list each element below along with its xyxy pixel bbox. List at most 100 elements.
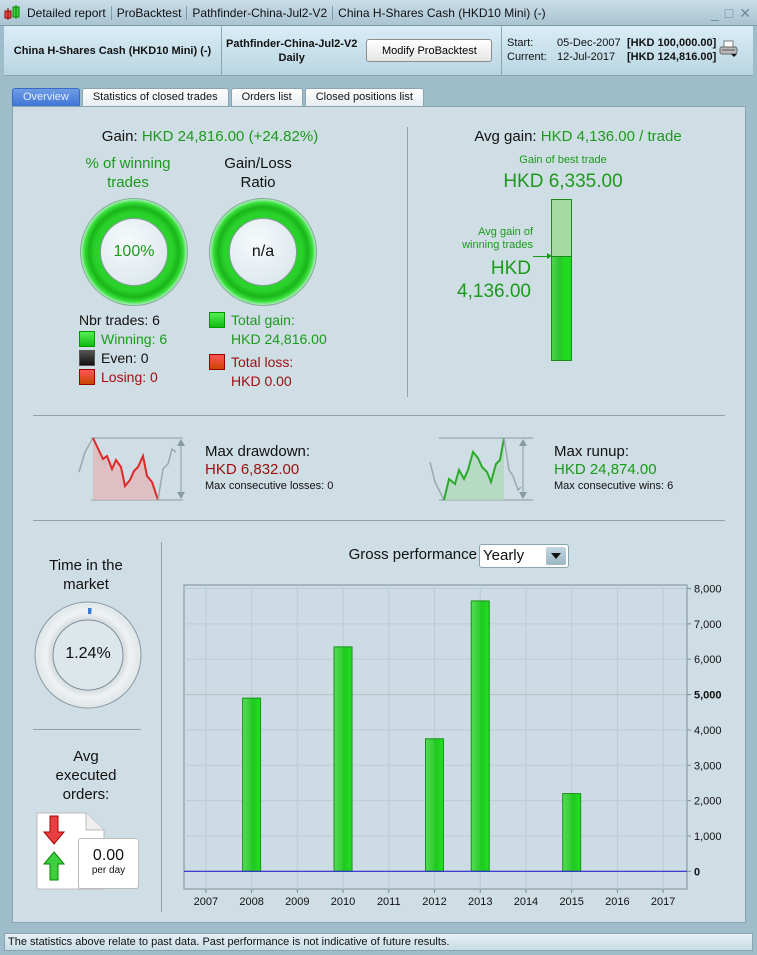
- avg-pointer-arrow-icon: [533, 253, 552, 259]
- disclaimer-statusbar: The statistics above relate to past data…: [4, 933, 753, 951]
- x-tick-label: 2016: [605, 896, 629, 908]
- gross-performance-chart: 0 1,000 2,000 3,000 4,000 5,000 6,000 7,000 8,00…: [183, 584, 722, 908]
- maximize-button[interactable]: □: [724, 5, 734, 21]
- pct-winning-title-line1: % of winning: [85, 155, 171, 172]
- bar-2008: [242, 697, 262, 872]
- vertical-divider-2: [161, 542, 162, 912]
- tab-orders-list[interactable]: Orders list: [230, 88, 303, 106]
- y-tick-label: 7,000: [694, 619, 722, 631]
- avg-orders-title-line3: orders:: [62, 786, 110, 803]
- overview-panel: Gain: HKD 24,816.00 (+24.82%) % of winni…: [12, 106, 746, 923]
- x-tick-label: 2013: [468, 896, 492, 908]
- avg-winning-label-line2: winning trades: [462, 239, 533, 251]
- gl-ratio-text: n/a: [251, 243, 275, 260]
- even-swatch-icon: [79, 350, 95, 366]
- total-gain-label: Total gain:: [231, 312, 295, 328]
- time-in-market-title-line2: market: [63, 576, 109, 593]
- gl-ratio-title: Gain/Loss Ratio: [203, 154, 313, 192]
- gl-ratio-value: n/a: [229, 218, 297, 286]
- winning-swatch-icon: [79, 331, 95, 347]
- modify-probacktest-button[interactable]: Modify ProBacktest: [366, 39, 493, 62]
- start-label: Start:: [507, 37, 534, 49]
- candlestick-logo-icon: [4, 4, 22, 21]
- gain-loss-breakdown: Total gain: HKD 24,816.00 Total loss: HK…: [209, 311, 327, 391]
- total-loss-value: HKD 0.00: [231, 373, 292, 389]
- tab-closed-positions-list[interactable]: Closed positions list: [304, 88, 424, 106]
- y-tick-label: 4,000: [694, 725, 722, 737]
- total-gain-value: HKD 24,816.00: [231, 331, 327, 347]
- bar-2013: [470, 600, 490, 872]
- x-tick-label: 2015: [559, 896, 583, 908]
- horizontal-divider-1: [33, 415, 725, 416]
- avg-orders-value: 0.00: [92, 847, 125, 864]
- avg-orders-title-line1: Avg: [73, 748, 99, 765]
- y-tick-label: 8,000: [694, 584, 722, 596]
- bar-2015: [562, 793, 582, 872]
- tab-bar: Overview Statistics of closed trades Ord…: [12, 88, 424, 106]
- x-tick-label: 2010: [331, 896, 355, 908]
- tab-overview[interactable]: Overview: [12, 88, 80, 106]
- avg-gain-label: Avg gain:: [474, 128, 537, 145]
- max-consec-losses: Max consecutive losses: 0: [205, 480, 334, 492]
- horizontal-divider-3: [33, 729, 141, 730]
- max-runup-value: HKD 24,874.00: [554, 461, 657, 478]
- x-tick-label: 2007: [194, 896, 218, 908]
- x-tick-label: 2012: [422, 896, 446, 908]
- losing-count: Losing: 0: [101, 369, 158, 385]
- printer-icon[interactable]: [719, 40, 739, 58]
- y-tick-label: 3,000: [694, 760, 722, 772]
- avg-winning-label-line1: Avg gain of: [478, 226, 533, 238]
- pct-winning-title: % of winning trades: [73, 154, 183, 192]
- title-segment-report: Detailed report: [22, 5, 112, 20]
- gross-performance-label: Gross performance: [348, 546, 477, 563]
- avg-orders-title-line2: executed: [55, 767, 117, 784]
- period-select-value: Yearly: [483, 547, 525, 564]
- avg-winning-value-line2: 4,136.00: [457, 281, 531, 302]
- x-tick-label: 2014: [514, 896, 538, 908]
- minimize-button[interactable]: _: [711, 5, 719, 21]
- timeframe: Daily: [278, 51, 305, 64]
- time-in-market-title-line1: Time in the: [49, 557, 123, 574]
- avg-gain-summary: Avg gain: HKD 4,136.00 / trade: [409, 128, 747, 145]
- gl-ratio-title-line1: Gain/Loss: [224, 155, 292, 172]
- trades-breakdown: Nbr trades: 6 Winning: 6 Even: 0 Losing:…: [79, 311, 167, 387]
- avg-vs-best-bar: [551, 199, 572, 361]
- avg-gain-value: HKD 4,136.00 / trade: [540, 128, 682, 145]
- gain-value: HKD 24,816.00 (+24.82%): [141, 128, 319, 145]
- runup-sparkline-icon: [429, 437, 533, 501]
- instrument-name: China H-Shares Cash (HKD10 Mini) (-): [4, 26, 222, 75]
- y-tick-label: 0: [694, 866, 700, 878]
- bar-2010: [333, 646, 353, 872]
- vertical-divider: [407, 127, 408, 397]
- close-button[interactable]: ✕: [739, 5, 751, 21]
- current-label: Current:: [507, 51, 547, 63]
- y-tick-label: 1,000: [694, 831, 722, 843]
- current-amount: [HKD 124,816.00]: [627, 51, 717, 63]
- x-tick-label: 2009: [285, 896, 309, 908]
- drawdown-sparkline-icon: [78, 437, 185, 501]
- avg-winning-value-line1: HKD: [490, 258, 531, 279]
- pct-winning-value: 100%: [100, 218, 168, 286]
- chevron-down-icon[interactable]: [546, 547, 566, 565]
- y-tick-label: 2,000: [694, 796, 722, 808]
- tab-statistics-closed-trades[interactable]: Statistics of closed trades: [81, 88, 229, 106]
- time-in-market-gauge: [34, 601, 142, 709]
- system-name: Pathfinder-China-Jul2-V2: [226, 37, 358, 50]
- nbr-trades: Nbr trades: 6: [79, 312, 160, 328]
- max-drawdown-value: HKD 6,832.00: [205, 461, 300, 478]
- x-tick-label: 2017: [651, 896, 675, 908]
- max-runup-block: Max runup: HKD 24,874.00 Max consecutive…: [554, 443, 673, 493]
- avg-winning-value: HKD 4,136.00: [433, 257, 531, 303]
- start-date: 05-Dec-2007: [557, 37, 621, 49]
- gain-summary: Gain: HKD 24,816.00 (+24.82%): [13, 128, 407, 145]
- title-segment-system: Pathfinder-China-Jul2-V2: [187, 5, 334, 20]
- max-consec-wins: Max consecutive wins: 6: [554, 480, 674, 492]
- current-date: 12-Jul-2017: [557, 51, 616, 63]
- gl-ratio-title-line2: Ratio: [240, 174, 276, 191]
- title-segment-instrument: China H-Shares Cash (HKD10 Mini) (-): [338, 5, 546, 20]
- best-trade-value: HKD 6,335.00: [503, 171, 623, 192]
- total-gain-swatch-icon: [209, 312, 225, 328]
- bar-2012: [425, 738, 444, 872]
- period-select[interactable]: Yearly: [479, 544, 569, 568]
- max-drawdown-block: Max drawdown: HKD 6,832.00 Max consecuti…: [205, 443, 333, 493]
